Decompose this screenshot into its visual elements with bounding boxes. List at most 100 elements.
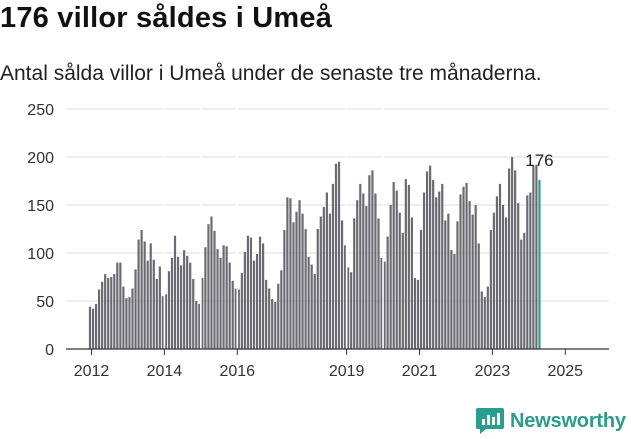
bar (286, 197, 289, 349)
bar (298, 200, 301, 349)
bar (198, 303, 201, 349)
bar (274, 301, 277, 349)
bar (498, 183, 502, 349)
bar (380, 257, 383, 349)
bar (88, 306, 92, 349)
bar (356, 200, 359, 349)
bar (340, 220, 344, 349)
bar (368, 175, 371, 349)
bar (325, 192, 328, 349)
bar (131, 288, 134, 349)
bar (207, 224, 210, 349)
bar (374, 193, 377, 349)
chart-subtitle: Antal sålda villor i Umeå under de senas… (0, 62, 542, 85)
bar (511, 157, 514, 349)
bar (334, 163, 338, 349)
bar (383, 261, 386, 349)
bar (438, 191, 441, 349)
bar (492, 212, 495, 349)
newsworthy-icon (476, 408, 504, 434)
bar (192, 278, 195, 349)
bar (167, 271, 171, 349)
bar (307, 256, 310, 349)
bar (441, 183, 444, 349)
bar (435, 197, 438, 349)
bar (122, 286, 125, 349)
bar (237, 289, 240, 349)
bar (301, 213, 304, 349)
bar (347, 267, 350, 349)
x-tick-label: 2023 (475, 363, 511, 380)
bar (262, 243, 265, 349)
newsworthy-logo[interactable]: Newsworthy (476, 408, 626, 434)
bar (173, 235, 177, 349)
bar (507, 168, 511, 349)
bar (322, 206, 325, 349)
bar (243, 252, 246, 349)
bar (195, 301, 198, 349)
x-tick-label: 2021 (402, 363, 438, 380)
bar (529, 192, 532, 349)
bar (210, 216, 213, 349)
bar (268, 288, 271, 349)
bar (517, 203, 520, 349)
bar (419, 229, 423, 349)
bar (146, 260, 149, 349)
bar (255, 253, 259, 349)
bar (246, 235, 250, 349)
bar (280, 270, 283, 349)
bar (377, 218, 380, 349)
bar (371, 170, 374, 349)
bar (110, 277, 113, 349)
bar (98, 289, 101, 349)
bar (137, 239, 140, 349)
bar (465, 182, 468, 349)
bar (240, 273, 243, 349)
bar (319, 216, 322, 349)
bar (395, 190, 398, 349)
bar (91, 308, 95, 349)
bar (523, 232, 526, 349)
bar (292, 222, 295, 349)
x-tick-label: 2025 (547, 363, 583, 380)
bar (125, 298, 128, 349)
bar (468, 201, 471, 349)
bar (407, 184, 410, 349)
bar (310, 264, 313, 349)
bar (183, 250, 186, 349)
bar (328, 213, 332, 349)
bar (337, 161, 341, 349)
bar (471, 214, 474, 349)
bar (104, 274, 107, 349)
bar (216, 249, 219, 349)
bar (128, 297, 131, 349)
bar (447, 213, 450, 349)
bar (289, 198, 292, 349)
bar (231, 280, 234, 349)
bar (353, 218, 356, 349)
latest-value-label: 176 (525, 151, 553, 170)
bars (88, 104, 541, 349)
x-tick-label: 2016 (219, 363, 255, 380)
bar (204, 247, 207, 349)
bar (283, 229, 286, 349)
bar (304, 229, 307, 349)
bar (459, 194, 462, 349)
bar (134, 269, 137, 349)
bar (313, 274, 316, 349)
bar (140, 229, 143, 349)
bar (495, 196, 499, 349)
bar (265, 279, 268, 349)
brand-name: Newsworthy (510, 409, 626, 432)
bar (119, 262, 122, 349)
bar (101, 281, 104, 349)
x-tick-label: 2014 (147, 363, 183, 380)
bar (222, 245, 225, 349)
bar (331, 183, 335, 349)
bar (113, 274, 116, 349)
bar (425, 171, 429, 349)
bar (180, 265, 183, 349)
bar (94, 303, 98, 349)
bar (429, 165, 432, 349)
y-tick-label: 150 (27, 198, 54, 215)
